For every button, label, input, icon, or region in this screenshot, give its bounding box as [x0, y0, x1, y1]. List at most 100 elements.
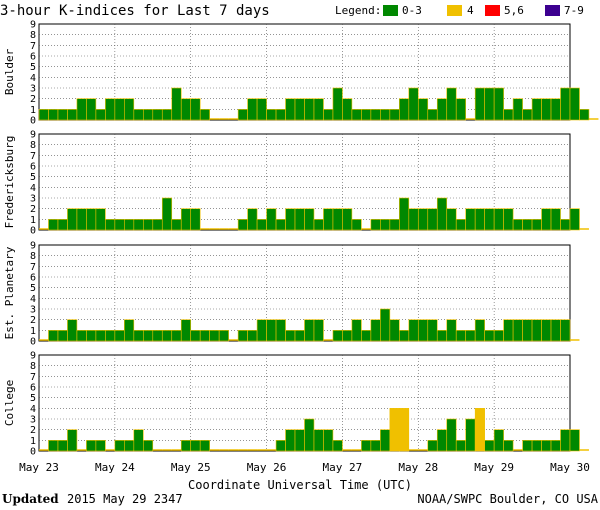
k-index-bar	[361, 109, 372, 121]
legend: Legend: 0-3 4 5,6 7-9	[335, 4, 584, 17]
legend-item-0-3: 0-3	[402, 4, 422, 17]
k-index-bar	[105, 219, 116, 231]
x-axis-ticks: May 23 May 24 May 25 May 26 May 27 May 28 May …	[19, 461, 590, 474]
k-index-bar	[57, 219, 68, 231]
x-tick-label: May 25	[171, 461, 211, 474]
y-tick-label: 7	[30, 151, 36, 162]
y-tick-label: 6	[30, 162, 36, 173]
station-label: Boulder	[3, 48, 16, 95]
k-index-bar	[351, 109, 362, 121]
k-index-bar	[503, 319, 514, 342]
k-index-bar	[256, 219, 267, 231]
k-index-bar	[86, 440, 97, 452]
k-index-bar	[370, 319, 381, 342]
k-index-bar	[332, 87, 343, 121]
k-index-bar	[209, 330, 220, 342]
k-index-bar	[294, 330, 305, 342]
k-index-bar	[171, 330, 182, 342]
k-index-bar	[465, 208, 476, 231]
k-index-bar	[427, 319, 438, 342]
k-index-bar	[522, 109, 533, 121]
k-index-bar	[493, 429, 504, 452]
k-index-bar	[351, 319, 362, 342]
k-index-bar	[550, 208, 561, 231]
k-index-bar	[152, 330, 163, 342]
y-tick-label: 6	[30, 383, 36, 394]
k-index-bar	[474, 408, 485, 452]
k-index-bar	[152, 109, 163, 121]
k-index-bar	[48, 330, 59, 342]
station-label: Est. Planetary	[3, 246, 16, 339]
k-index-bar	[114, 330, 125, 342]
y-tick-label: 9	[30, 351, 36, 362]
k-index-bar	[427, 109, 438, 121]
k-index-bar	[550, 319, 561, 342]
k-index-bar	[399, 408, 410, 452]
k-index-bar	[294, 208, 305, 231]
x-tick-label: May 23	[19, 461, 59, 474]
k-index-bar	[579, 109, 590, 121]
k-index-bar	[389, 219, 400, 231]
y-tick-label: 5	[30, 172, 36, 183]
x-tick-label: May 27	[323, 461, 363, 474]
k-index-bar	[541, 319, 552, 342]
k-index-bar	[560, 219, 571, 231]
y-tick-label: 6	[30, 273, 36, 284]
k-index-bar	[408, 319, 419, 342]
k-index-bar	[237, 330, 248, 342]
x-axis-label: Coordinate Universal Time (UTC)	[188, 478, 412, 492]
k-index-bar	[48, 109, 59, 121]
k-index-bar	[427, 208, 438, 231]
k-index-bar	[531, 319, 542, 342]
k-index-bar	[285, 330, 296, 342]
k-index-bar	[455, 330, 466, 342]
k-index-bar	[105, 330, 116, 342]
k-index-bar	[332, 208, 343, 231]
k-index-bar	[247, 330, 258, 342]
k-index-bar	[313, 429, 324, 452]
y-tick-label: 0	[30, 226, 36, 237]
x-tick-label: May 30	[550, 461, 590, 474]
k-index-bar	[76, 98, 87, 121]
y-tick-label: 3	[30, 84, 36, 95]
k-index-bar	[114, 98, 125, 121]
k-index-bar	[522, 319, 533, 342]
k-index-bar	[133, 429, 144, 452]
y-tick-label: 8	[30, 30, 36, 41]
k-index-bar	[550, 440, 561, 452]
k-index-bar	[199, 109, 210, 121]
k-index-bar	[114, 219, 125, 231]
k-index-bar	[76, 330, 87, 342]
k-index-bar	[569, 429, 580, 452]
k-index-bar	[86, 98, 97, 121]
k-index-bar	[57, 440, 68, 452]
y-tick-label: 1	[30, 436, 36, 447]
k-index-bar	[427, 440, 438, 452]
k-index-bar	[95, 208, 106, 231]
k-index-bar	[560, 429, 571, 452]
k-index-bar	[417, 98, 429, 121]
k-index-bar	[313, 219, 324, 231]
y-tick-label: 4	[30, 404, 36, 415]
k-index-bar	[161, 197, 173, 231]
k-index-bar	[455, 98, 466, 121]
y-tick-label: 5	[30, 283, 36, 294]
k-index-bar	[247, 208, 258, 231]
k-index-bar	[399, 98, 410, 121]
y-tick-label: 8	[30, 361, 36, 372]
k-index-bar	[569, 87, 580, 121]
k-index-bar	[436, 429, 448, 452]
k-index-bar	[474, 319, 485, 342]
k-index-bar	[370, 109, 381, 121]
y-tick-label: 3	[30, 415, 36, 426]
k-index-bar	[171, 87, 182, 121]
k-index-bar	[86, 330, 97, 342]
k-index-bar	[342, 208, 353, 231]
k-index-bar	[484, 87, 495, 121]
k-index-bar	[455, 219, 466, 231]
k-index-bar	[294, 98, 305, 121]
y-tick-label: 7	[30, 372, 36, 383]
k-index-bar	[446, 319, 457, 342]
x-tick-label: May 28	[398, 461, 438, 474]
